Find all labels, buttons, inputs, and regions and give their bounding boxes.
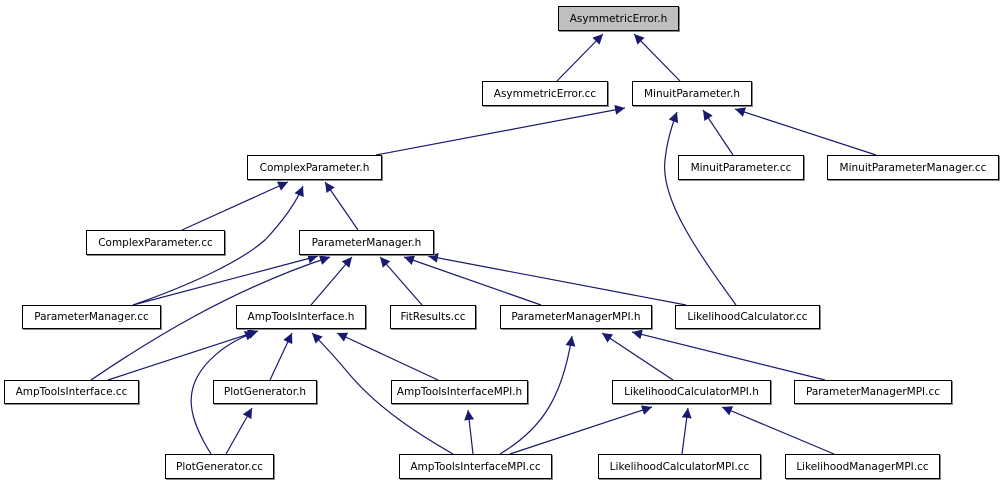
node-likelihoodcalculatormpi-h[interactable]: LikelihoodCalculatorMPI.h <box>612 380 771 404</box>
edge-amptoolsinterfacempi-cc-to-amptoolsinterface-h <box>311 332 454 455</box>
edge-amptoolsinterfacempi-cc-to-parametermanagermpi-h <box>499 335 576 455</box>
node-minuitparameter-cc[interactable]: MinuitParameter.cc <box>678 155 804 180</box>
edge-amptoolsinterface-cc-to-amptoolsinterface-h <box>107 329 259 381</box>
edge-amptoolsinterfacempi-h-to-amptoolsinterface-h <box>336 332 439 381</box>
edge-minuitparameter-cc-to-minuitparameter-h <box>702 109 734 156</box>
node-label: AmpToolsInterface.h <box>247 311 355 323</box>
edge-likelihoodcalculator-cc-to-parametermanager-h <box>427 252 687 306</box>
edge-plotgenerator-cc-to-amptoolsinterface-h <box>190 331 256 455</box>
node-label: LikelihoodCalculator.cc <box>687 311 808 323</box>
node-parametermanagermpi-h[interactable]: ParameterManagerMPI.h <box>500 305 652 329</box>
node-label: LikelihoodCalculatorMPI.cc <box>609 460 750 473</box>
node-amptoolsinterfacempi-h[interactable]: AmpToolsInterfaceMPI.h <box>391 380 528 404</box>
node-complexparameter-h[interactable]: ComplexParameter.h <box>247 155 382 180</box>
node-label: PlotGenerator.h <box>223 386 307 398</box>
node-label: ParameterManager.h <box>311 236 422 249</box>
node-amptoolsinterfacempi-cc[interactable]: AmpToolsInterfaceMPI.cc <box>399 454 552 479</box>
node-parametermanagermpi-cc[interactable]: ParameterManagerMPI.cc <box>794 380 952 404</box>
node-plotgenerator-cc[interactable]: PlotGenerator.cc <box>165 454 274 479</box>
edge-asymmetricerror-cc-to-asymmetricerror-h <box>556 33 604 82</box>
edge-parametermanager-h-to-complexparameter-h <box>324 181 359 231</box>
node-likelihoodmanagermpi-cc[interactable]: LikelihoodManagerMPI.cc <box>785 454 940 479</box>
node-label: ComplexParameter.cc <box>98 236 213 249</box>
node-label: LikelihoodCalculatorMPI.h <box>624 386 759 398</box>
node-plotgenerator-h[interactable]: PlotGenerator.h <box>213 380 317 404</box>
edge-likelihoodmanagermpi-cc-to-likelihoodcalculatormpi-h <box>721 406 835 455</box>
node-likelihoodcalculatormpi-cc[interactable]: LikelihoodCalculatorMPI.cc <box>598 454 761 479</box>
edge-likelihoodcalculatormpi-cc-to-likelihoodcalculatormpi-h <box>681 407 692 455</box>
node-likelihoodcalculator-cc[interactable]: LikelihoodCalculator.cc <box>675 305 820 329</box>
node-minuitparametermanager-cc[interactable]: MinuitParameterManager.cc <box>827 155 999 180</box>
node-label: ParameterManager.cc <box>34 311 149 323</box>
node-label: AsymmetricError.cc <box>493 87 597 100</box>
node-parametermanager-h[interactable]: ParameterManager.h <box>299 230 434 255</box>
node-label: ParameterManagerMPI.cc <box>805 386 941 398</box>
node-label: MinuitParameter.h <box>644 87 740 100</box>
node-amptoolsinterface-cc[interactable]: AmpToolsInterface.cc <box>4 380 139 404</box>
node-label: MinuitParameter.cc <box>690 161 792 174</box>
node-label: AmpToolsInterfaceMPI.h <box>396 386 523 398</box>
node-amptoolsinterface-h[interactable]: AmpToolsInterface.h <box>236 305 366 329</box>
node-label: ParameterManagerMPI.h <box>511 311 641 323</box>
edge-fitresults-cc-to-parametermanager-h <box>379 256 423 306</box>
node-label: AmpToolsInterfaceMPI.cc <box>410 460 541 473</box>
edge-amptoolsinterface-h-to-parametermanager-h <box>310 256 353 306</box>
edge-minuitparametermanager-cc-to-minuitparameter-h <box>734 107 877 156</box>
edge-complexparameter-cc-to-complexparameter-h <box>181 181 289 231</box>
node-label: FitResults.cc <box>400 311 466 323</box>
edge-plotgenerator-h-to-amptoolsinterface-h <box>269 332 293 381</box>
node-label: AsymmetricError.h <box>569 12 668 25</box>
edge-plotgenerator-cc-to-plotgenerator-h <box>225 407 253 455</box>
edge-parametermanager-cc-to-parametermanager-h <box>132 253 319 306</box>
node-label: LikelihoodManagerMPI.cc <box>796 460 929 473</box>
edge-likelihoodcalculator-cc-to-minuitparameter-h <box>664 111 737 306</box>
node-label: MinuitParameterManager.cc <box>839 161 987 174</box>
edge-amptoolsinterfacempi-cc-to-amptoolsinterfacempi-h <box>464 409 475 455</box>
edge-parametermanagermpi-cc-to-parametermanagermpi-h <box>631 329 826 381</box>
node-parametermanager-cc[interactable]: ParameterManager.cc <box>22 305 161 329</box>
node-complexparameter-cc[interactable]: ComplexParameter.cc <box>86 230 225 255</box>
edge-amptoolsinterfacempi-cc-to-likelihoodcalculatormpi-h <box>509 405 653 455</box>
edge-amptoolsinterface-cc-to-parametermanager-h <box>90 255 331 381</box>
edge-likelihoodcalculatormpi-h-to-parametermanagermpi-h <box>601 332 674 381</box>
node-label: AmpToolsInterface.cc <box>15 386 128 398</box>
node-fitresults-cc[interactable]: FitResults.cc <box>390 305 476 329</box>
node-asymmetricerror-cc[interactable]: AsymmetricError.cc <box>482 81 608 106</box>
node-asymmetricerror-h[interactable]: AsymmetricError.h <box>558 6 679 31</box>
node-label: ComplexParameter.h <box>259 161 370 174</box>
node-minuitparameter-h[interactable]: MinuitParameter.h <box>632 81 752 106</box>
edge-minuitparameter-h-to-asymmetricerror-h <box>633 33 681 82</box>
edge-parametermanager-cc-to-complexparameter-h <box>132 185 304 306</box>
edge-complexparameter-h-to-minuitparameter-h <box>375 104 626 156</box>
node-label: PlotGenerator.cc <box>175 460 264 473</box>
edge-parametermanagermpi-h-to-parametermanager-h <box>403 255 542 306</box>
